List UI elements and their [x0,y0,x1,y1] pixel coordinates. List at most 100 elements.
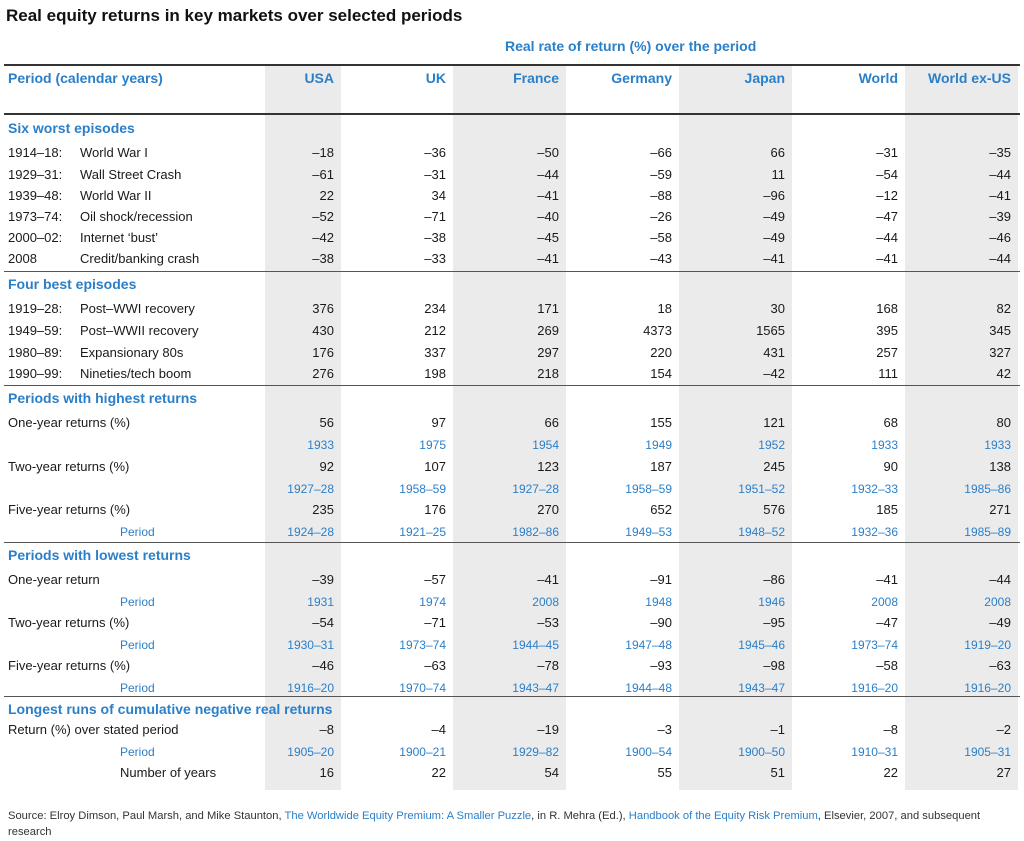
cell-usa: 1933 [307,438,334,452]
cell-uk: 1970–74 [399,681,446,695]
cell-usa: –61 [312,167,334,182]
header-col-germany: Germany [611,70,672,86]
section-divider [4,271,1020,272]
header-col-world: World [858,70,898,86]
source-suffix: , Elsevier, 2007, and subsequent researc… [8,810,981,838]
cell-france: –19 [537,722,559,737]
table-row: 1914–18: World War I –18 –36 –50 –66 66 –31 –35 [0,145,1024,165]
cell-france: –41 [537,188,559,203]
table-row: 1949–59: Post–WWII recovery 430 212 269 4373 1… [0,323,1024,343]
row-label: Five-year returns (%) [8,502,131,517]
cell-world-ex-us: –44 [989,167,1011,182]
column-band-usa [265,66,341,790]
row-description: Nineties/tech boom [80,366,192,381]
section-divider [4,385,1020,386]
cell-germany: 1948 [645,595,672,609]
table-row: 1939–48: World War II 22 34 –41 –88 –96 –12 –41 [0,188,1024,208]
cell-japan: 1900–50 [738,745,785,759]
header-col-world-ex-us: World ex-US [928,70,1011,86]
source-link-puzzle[interactable]: The Worldwide Equity Premium: A Smaller … [284,810,532,822]
cell-world-ex-us: 2008 [984,595,1011,609]
cell-uk: 234 [424,301,446,316]
cell-uk: 1900–21 [399,745,446,759]
row-description: Wall Street Crash [80,167,182,182]
cell-france: 1927–28 [512,482,559,496]
cell-germany: –88 [650,188,672,203]
table-row: Two-year returns (%) –54 –71 –53 –90 –95 –47 –4… [0,615,1024,635]
cell-uk: –38 [424,230,446,245]
cell-usa: 276 [312,366,334,381]
cell-world-ex-us: –35 [989,145,1011,160]
cell-uk: 1921–25 [399,525,446,539]
cell-uk: 1973–74 [399,638,446,652]
cell-france: 123 [537,459,559,474]
row-period: 1939–48: [8,188,63,203]
cell-france: 1929–82 [512,745,559,759]
cell-france: 270 [537,502,559,517]
cell-japan: 11 [771,167,786,182]
cell-uk: –33 [424,251,446,266]
cell-world: –54 [876,167,898,182]
table-subtitle: Real rate of return (%) over the period [505,38,757,54]
table-row: Return (%) over stated period –8 –4 –19 –3 –1… [0,722,1024,742]
cell-world-ex-us: –49 [989,615,1011,630]
cell-japan: 30 [770,301,785,316]
cell-germany: –43 [650,251,672,266]
cell-world: 1910–31 [851,745,898,759]
cell-germany: –93 [650,658,672,673]
row-description: Credit/banking crash [80,251,200,266]
cell-world-ex-us: –46 [989,230,1011,245]
row-sublabel: Period [120,525,155,539]
row-description: Oil shock/recession [80,209,193,224]
cell-usa: –42 [312,230,334,245]
cell-world: 1973–74 [851,638,898,652]
cell-japan: 1943–47 [738,681,785,695]
row-period: 1949–59: [8,323,63,338]
row-period: 1980–89: [8,345,63,360]
cell-usa: –54 [312,615,334,630]
cell-world: 68 [883,415,898,430]
cell-world-ex-us: –44 [989,251,1011,266]
cell-france: 54 [544,765,559,780]
cell-world: 395 [876,323,898,338]
cell-uk: 97 [431,415,446,430]
cell-world: –8 [883,722,898,737]
cell-germany: –58 [650,230,672,245]
row-label: Five-year returns (%) [8,658,131,673]
cell-usa: 22 [319,188,334,203]
cell-japan: 576 [763,502,785,517]
cell-usa: 1927–28 [287,482,334,496]
cell-uk: –57 [424,572,446,587]
cell-germany: 220 [650,345,672,360]
cell-japan: –49 [763,230,785,245]
row-description: Post–WWII recovery [80,323,199,338]
section-title: Longest runs of cumulative negative real… [8,701,333,717]
table-row: Period 1924–28 1921–25 1982–86 1949–53 1948–5… [0,524,1024,544]
row-description: World War II [80,188,152,203]
cell-world: 1932–36 [851,525,898,539]
cell-france: 1944–45 [512,638,559,652]
row-sublabel: Period [120,595,155,609]
cell-uk: 337 [424,345,446,360]
cell-germany: 1944–48 [625,681,672,695]
cell-japan: –86 [763,572,785,587]
cell-france: –41 [537,251,559,266]
cell-uk: 22 [431,765,446,780]
cell-france: –44 [537,167,559,182]
cell-france: 171 [537,301,559,316]
cell-world-ex-us: 1985–89 [964,525,1011,539]
source-link-handbook[interactable]: Handbook of the Equity Risk Premium [628,810,818,822]
cell-usa: 376 [312,301,334,316]
cell-france: 66 [544,415,559,430]
row-sublabel: Period [120,745,155,759]
cell-world: –58 [876,658,898,673]
table-row: Period 1930–31 1973–74 1944–45 1947–48 1945–4… [0,637,1024,657]
cell-france: 1954 [532,438,559,452]
cell-world: 111 [878,366,898,381]
cell-japan: –96 [763,188,785,203]
cell-world-ex-us: –41 [989,188,1011,203]
cell-uk: 1958–59 [399,482,446,496]
cell-germany: 652 [650,502,672,517]
cell-france: –53 [537,615,559,630]
cell-uk: –36 [424,145,446,160]
